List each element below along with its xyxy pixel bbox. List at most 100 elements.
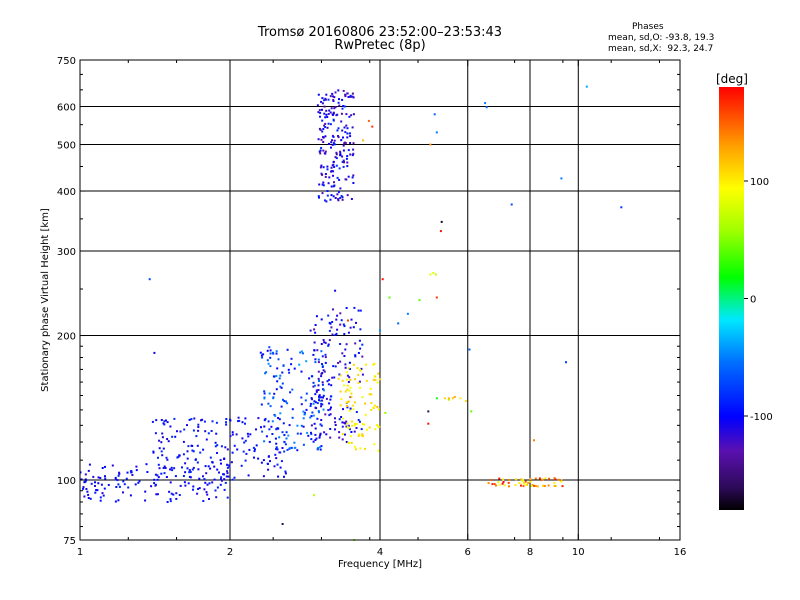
data-point xyxy=(190,444,193,447)
grid-lines xyxy=(80,60,680,540)
data-point xyxy=(283,450,286,453)
data-point xyxy=(323,431,326,434)
data-point xyxy=(222,473,225,476)
data-point xyxy=(365,379,368,382)
data-point xyxy=(337,199,340,202)
data-point xyxy=(169,500,172,503)
data-point xyxy=(188,418,191,421)
data-point xyxy=(313,349,316,352)
data-point xyxy=(144,499,147,502)
data-point xyxy=(451,397,454,400)
data-point xyxy=(349,153,352,156)
data-point xyxy=(225,475,228,478)
data-point xyxy=(317,93,320,96)
data-point xyxy=(318,411,320,414)
data-point xyxy=(282,398,284,401)
data-point xyxy=(326,194,329,197)
data-point xyxy=(498,483,501,486)
data-point xyxy=(320,405,322,408)
data-point xyxy=(321,381,324,384)
data-point xyxy=(352,326,355,329)
data-point xyxy=(260,403,263,406)
data-point xyxy=(350,441,353,444)
data-point xyxy=(269,356,272,359)
data-point xyxy=(277,417,280,419)
data-point xyxy=(370,409,373,411)
data-point xyxy=(191,468,194,471)
data-point xyxy=(235,433,238,436)
data-point xyxy=(202,475,204,478)
data-point xyxy=(325,113,328,116)
data-point xyxy=(358,420,361,423)
data-point xyxy=(334,106,337,109)
data-point xyxy=(205,491,208,494)
data-point xyxy=(160,441,163,444)
data-point xyxy=(319,152,322,155)
data-point xyxy=(315,437,318,440)
data-point xyxy=(529,478,532,481)
data-point xyxy=(384,411,387,414)
data-point xyxy=(87,469,90,472)
data-point xyxy=(318,436,321,439)
data-point xyxy=(342,165,345,168)
data-point xyxy=(372,406,375,409)
data-point xyxy=(321,192,324,195)
data-point xyxy=(94,485,96,487)
data-point xyxy=(320,350,323,353)
data-point xyxy=(319,128,322,131)
data-point xyxy=(303,413,306,416)
data-point xyxy=(330,141,333,144)
data-point xyxy=(529,480,532,483)
data-point xyxy=(116,479,119,482)
data-point xyxy=(322,369,325,372)
data-point xyxy=(80,478,83,481)
data-point xyxy=(209,467,212,470)
data-point xyxy=(209,456,212,459)
data-point xyxy=(335,157,338,160)
data-point xyxy=(501,482,504,485)
data-point xyxy=(157,463,160,466)
data-point xyxy=(321,366,324,368)
data-point xyxy=(215,496,218,499)
data-point xyxy=(344,131,347,134)
x-tick-labels: 1 2 4 6 8 10 16 xyxy=(77,547,687,558)
data-point xyxy=(186,467,189,470)
data-point xyxy=(547,484,550,487)
data-point xyxy=(538,477,541,480)
data-point xyxy=(287,368,290,371)
data-point xyxy=(318,150,321,153)
data-point xyxy=(533,484,536,487)
data-point xyxy=(307,434,310,437)
data-point xyxy=(278,451,281,454)
data-point xyxy=(154,483,157,486)
data-point xyxy=(352,152,355,155)
data-point xyxy=(339,374,342,377)
data-point xyxy=(351,176,354,179)
data-point xyxy=(182,453,185,456)
data-point xyxy=(427,410,430,413)
data-point xyxy=(359,447,362,450)
data-point xyxy=(137,481,140,484)
data-point xyxy=(336,314,339,317)
data-point xyxy=(349,368,351,370)
data-point xyxy=(325,397,328,400)
data-point xyxy=(219,459,222,462)
data-point xyxy=(435,296,438,299)
data-point xyxy=(156,493,159,496)
data-point xyxy=(277,475,280,478)
data-point xyxy=(339,187,342,190)
data-point xyxy=(275,375,278,377)
data-point xyxy=(166,458,169,461)
data-point xyxy=(348,428,351,431)
data-point xyxy=(341,352,344,355)
data-point xyxy=(330,384,333,387)
data-point xyxy=(102,494,105,497)
data-point xyxy=(155,493,158,496)
data-point xyxy=(244,459,247,462)
data-point xyxy=(157,476,160,479)
data-point xyxy=(343,333,346,335)
data-point xyxy=(215,432,218,435)
data-point xyxy=(184,462,187,465)
data-point xyxy=(316,417,319,420)
data-point xyxy=(316,402,319,405)
